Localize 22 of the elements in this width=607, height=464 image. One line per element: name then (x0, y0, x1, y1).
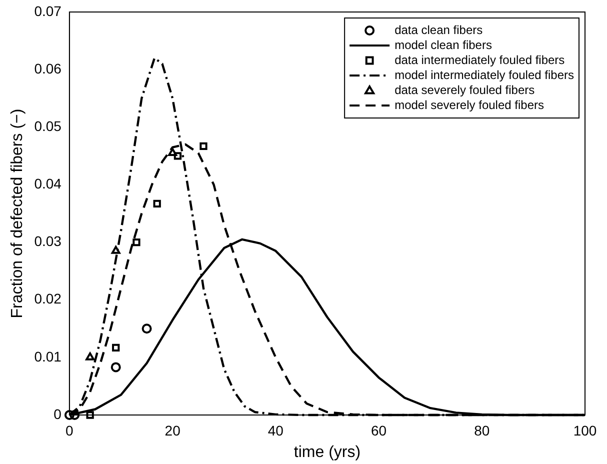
y-tick-label: 0.02 (34, 290, 62, 307)
legend-label: model intermediately fouled fibers (394, 68, 574, 82)
legend-label: data intermediately fouled fibers (394, 52, 565, 67)
y-tick-label: 0.01 (34, 348, 62, 364)
x-tick-label: 100 (573, 422, 597, 438)
x-tick-label: 60 (370, 422, 387, 438)
legend-label: model severely fouled fibers (394, 98, 544, 112)
y-tick-label: 0.04 (34, 176, 62, 192)
x-tick-label: 20 (164, 422, 181, 438)
x-axis-title: time (yrs) (294, 444, 361, 461)
x-tick-label: 40 (268, 422, 284, 438)
y-tick-label: 0 (54, 406, 62, 422)
legend-label: model clean fibers (394, 38, 492, 52)
y-tick-label: 0.05 (34, 118, 62, 134)
x-tick-label: 0 (66, 422, 74, 438)
y-tick-label: 0.03 (34, 233, 62, 250)
legend-label: data severely fouled fibers (394, 82, 535, 97)
legend-label: data clean fibers (394, 22, 483, 37)
y-tick-label: 0.07 (34, 2, 62, 19)
y-tick-label: 0.06 (34, 60, 62, 76)
x-tick-label: 80 (474, 422, 490, 438)
y-axis-title: Fraction of defected fibers (−) (9, 108, 26, 318)
